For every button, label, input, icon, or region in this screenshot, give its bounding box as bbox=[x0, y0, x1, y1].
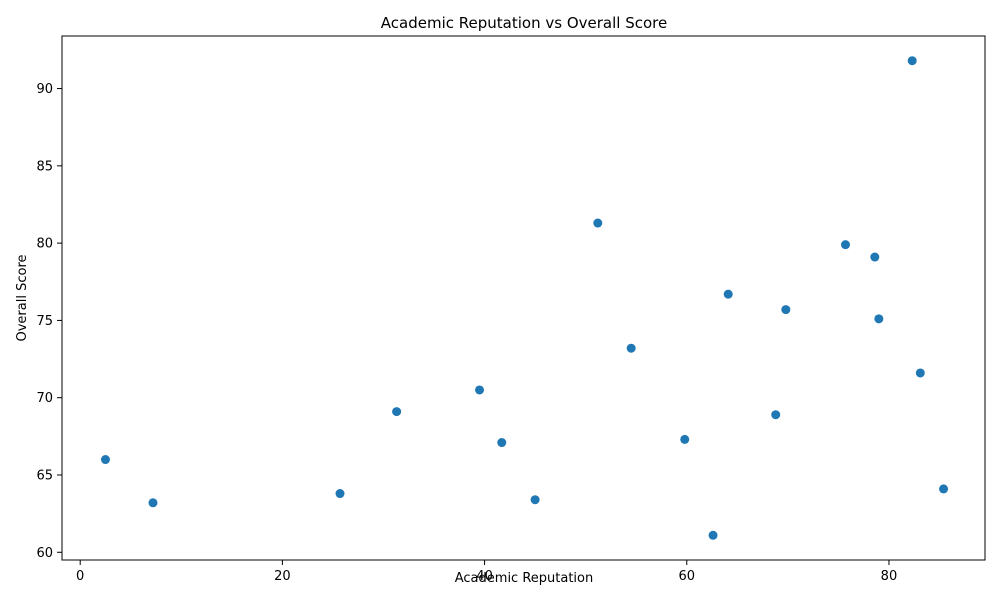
data-point-4 bbox=[723, 289, 733, 299]
data-point-12 bbox=[680, 434, 690, 444]
x-tick-label-0: 0 bbox=[76, 569, 84, 584]
data-point-3 bbox=[870, 252, 880, 262]
data-point-18 bbox=[148, 498, 158, 508]
plot-frame bbox=[61, 35, 986, 561]
y-tick-label-6: 90 bbox=[36, 82, 53, 97]
data-point-7 bbox=[626, 343, 636, 353]
data-point-9 bbox=[475, 385, 485, 395]
x-tick-label-3: 60 bbox=[678, 569, 695, 584]
x-axis-label: Academic Reputation bbox=[455, 571, 594, 586]
x-tick-label-2: 40 bbox=[476, 569, 493, 584]
y-tick-label-1: 65 bbox=[36, 468, 53, 483]
y-tick-label-2: 70 bbox=[36, 391, 53, 406]
data-point-15 bbox=[939, 484, 949, 494]
data-point-0 bbox=[907, 56, 917, 66]
y-tick-label-5: 85 bbox=[36, 159, 53, 174]
x-tick-label-1: 20 bbox=[274, 569, 291, 584]
data-point-13 bbox=[497, 438, 507, 448]
data-point-10 bbox=[392, 407, 402, 417]
y-axis-label: Overall Score bbox=[15, 254, 30, 341]
chart-title: Academic Reputation vs Overall Score bbox=[381, 14, 667, 32]
data-point-5 bbox=[781, 305, 791, 315]
data-point-17 bbox=[530, 495, 540, 505]
data-point-1 bbox=[593, 218, 603, 228]
data-point-6 bbox=[874, 314, 884, 324]
y-tick-label-0: 60 bbox=[36, 546, 53, 561]
data-point-19 bbox=[708, 530, 718, 540]
data-point-16 bbox=[335, 489, 345, 499]
data-point-14 bbox=[100, 455, 110, 465]
data-point-2 bbox=[840, 240, 850, 250]
y-tick-label-3: 75 bbox=[36, 314, 53, 329]
x-tick-label-4: 80 bbox=[881, 569, 898, 584]
data-point-8 bbox=[915, 368, 925, 378]
y-tick-label-4: 80 bbox=[36, 237, 53, 252]
plot-area: 0 20 40 60 80 60 65 70 75 80 85 90 bbox=[36, 35, 986, 584]
data-point-11 bbox=[771, 410, 781, 420]
